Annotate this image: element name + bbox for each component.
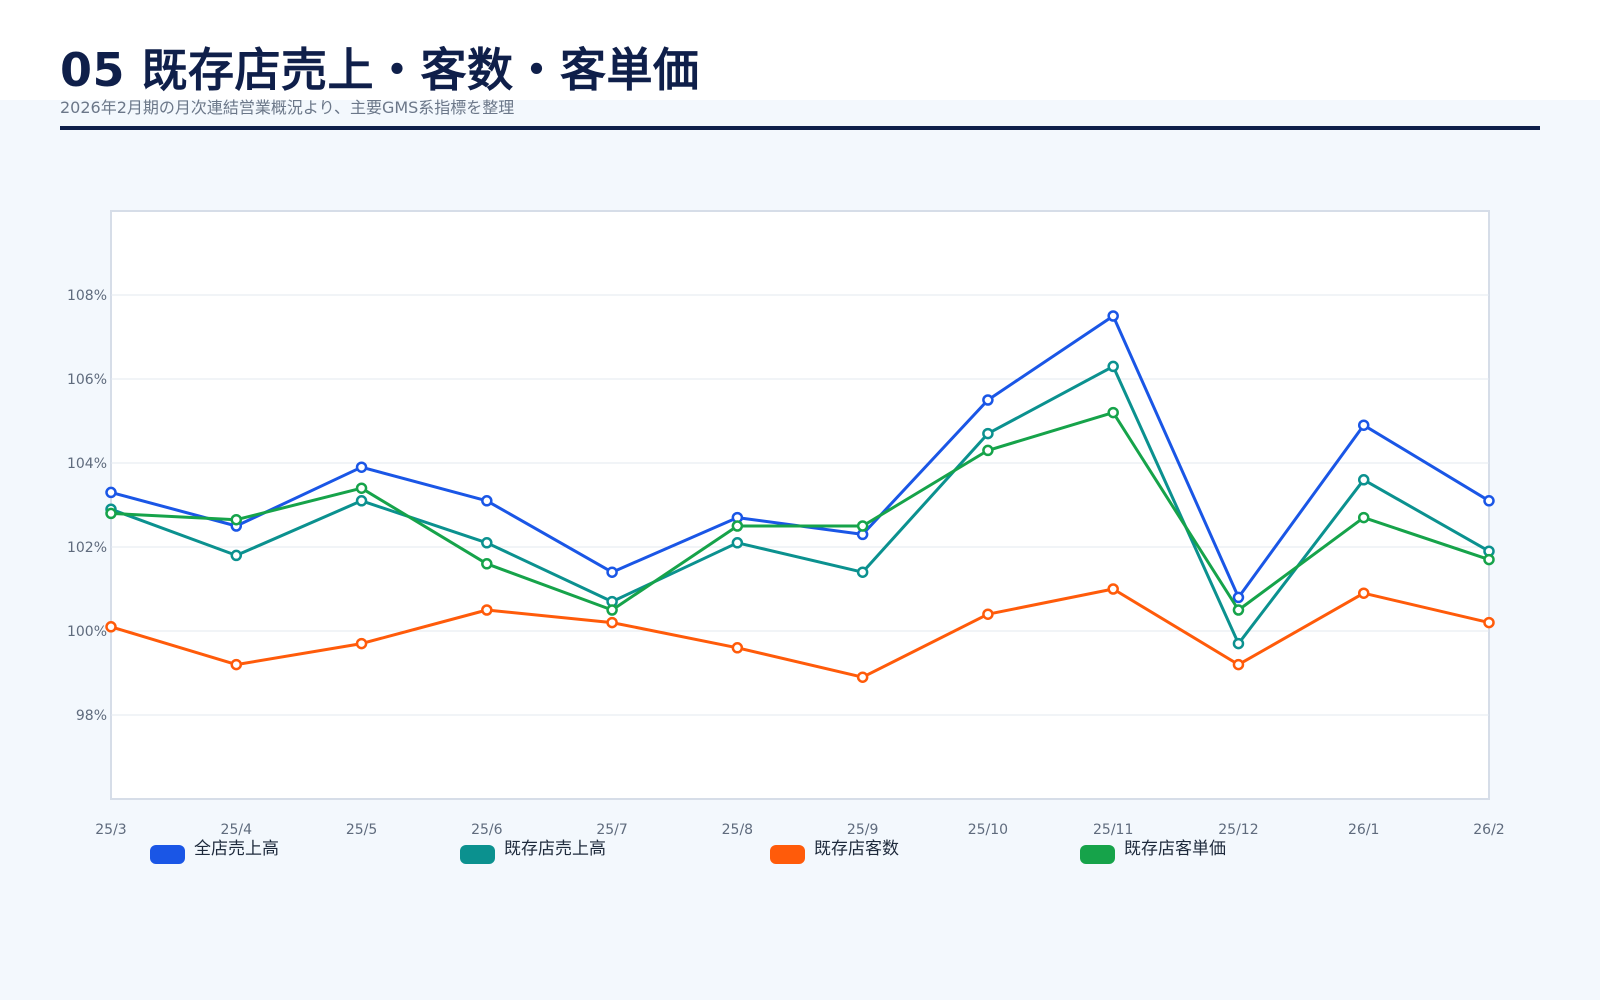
page-subtitle: 2026年2月期の月次連結営業概況より、主要GMS系指標を整理 bbox=[60, 98, 515, 117]
data-point bbox=[1483, 553, 1495, 566]
data-point bbox=[1107, 406, 1119, 419]
legend-swatch bbox=[460, 845, 495, 864]
legend-label: 既存店客単価 bbox=[1124, 839, 1226, 859]
page-title: 05 既存店売上・客数・客単価 bbox=[60, 43, 700, 97]
plot-area bbox=[110, 210, 1490, 800]
data-point bbox=[856, 671, 869, 683]
x-tick-label: 25/10 bbox=[968, 822, 1008, 838]
x-tick-label: 25/5 bbox=[346, 822, 377, 838]
legend-label: 全店売上高 bbox=[194, 839, 279, 859]
x-tick-label: 25/12 bbox=[1218, 822, 1258, 838]
data-point bbox=[982, 394, 994, 406]
data-point bbox=[481, 604, 493, 616]
series-line bbox=[109, 411, 1491, 612]
x-tick-label: 25/3 bbox=[95, 822, 126, 838]
series-line bbox=[109, 587, 1491, 679]
data-point bbox=[230, 549, 243, 562]
x-tick-label: 25/4 bbox=[221, 822, 253, 838]
title-rule bbox=[60, 126, 1540, 130]
data-point bbox=[982, 608, 994, 620]
data-point bbox=[355, 461, 368, 473]
data-point bbox=[1107, 310, 1119, 322]
x-tick-label: 25/7 bbox=[596, 822, 627, 838]
x-tick-label: 25/9 bbox=[847, 822, 878, 838]
data-point bbox=[856, 566, 869, 578]
legend-swatch bbox=[770, 845, 805, 864]
y-tick-label: 106% bbox=[67, 372, 107, 388]
data-point bbox=[1232, 637, 1245, 650]
legend-label: 既存店客数 bbox=[814, 839, 899, 859]
y-tick-label: 104% bbox=[67, 456, 107, 472]
x-tick-label: 25/8 bbox=[722, 822, 753, 838]
y-tick-label: 98% bbox=[76, 708, 107, 724]
data-point bbox=[481, 537, 493, 549]
x-tick-label: 25/6 bbox=[471, 822, 503, 838]
data-point bbox=[230, 513, 243, 526]
data-point bbox=[982, 427, 994, 440]
data-point bbox=[105, 621, 117, 633]
legend-label: 既存店売上高 bbox=[504, 839, 606, 859]
y-tick-label: 100% bbox=[67, 624, 107, 640]
data-point bbox=[731, 537, 744, 549]
x-tick-label: 25/11 bbox=[1093, 822, 1133, 838]
data-point bbox=[856, 520, 869, 532]
data-point bbox=[355, 495, 368, 507]
data-point bbox=[731, 520, 744, 532]
data-point bbox=[1232, 658, 1245, 671]
data-point bbox=[355, 637, 368, 650]
data-point bbox=[1483, 495, 1495, 507]
data-point bbox=[105, 486, 117, 499]
series-line bbox=[109, 364, 1491, 646]
data-point bbox=[1357, 587, 1370, 599]
data-point bbox=[1357, 419, 1370, 431]
data-point bbox=[1357, 511, 1370, 524]
y-tick-label: 102% bbox=[67, 540, 107, 556]
data-point bbox=[1107, 360, 1119, 373]
data-point bbox=[731, 642, 744, 654]
data-point bbox=[606, 566, 618, 578]
x-tick-label: 26/1 bbox=[1348, 822, 1379, 838]
data-point bbox=[1232, 604, 1245, 616]
y-tick-label: 108% bbox=[67, 288, 107, 304]
data-point bbox=[481, 558, 493, 570]
data-point bbox=[982, 444, 994, 457]
data-point bbox=[105, 507, 117, 520]
data-point bbox=[1357, 474, 1370, 486]
data-point bbox=[606, 604, 618, 616]
data-point bbox=[1232, 591, 1245, 604]
data-point bbox=[606, 616, 618, 629]
data-point bbox=[1107, 583, 1119, 595]
data-point bbox=[230, 658, 243, 671]
legend-swatch bbox=[150, 845, 185, 864]
x-tick-label: 26/2 bbox=[1473, 822, 1504, 838]
data-point bbox=[481, 495, 493, 507]
data-point bbox=[355, 482, 368, 494]
legend-swatch bbox=[1080, 845, 1115, 864]
data-point bbox=[1483, 616, 1495, 629]
header-band bbox=[0, 0, 1600, 100]
